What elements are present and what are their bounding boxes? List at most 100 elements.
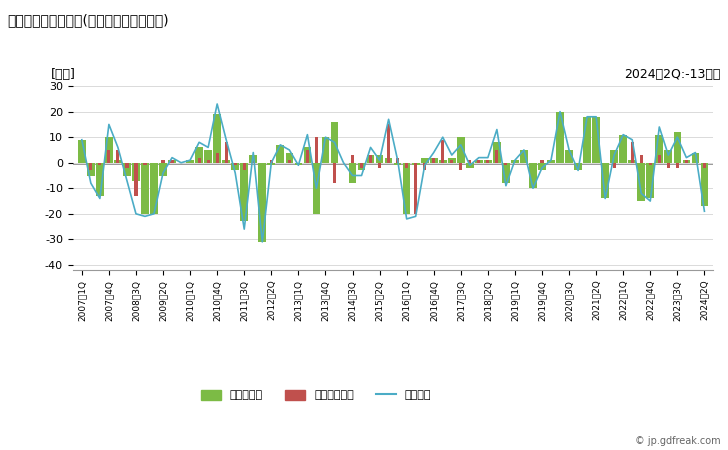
Bar [394,163,401,165]
Bar [450,160,454,163]
Bar [610,150,618,163]
Bar [312,163,320,214]
Bar [333,163,336,183]
残高増減 [628,137,636,143]
Bar [207,160,210,163]
Bar [168,160,176,163]
Bar [378,163,381,168]
Bar [457,137,464,163]
Bar [360,163,363,168]
Text: © jp.gdfreak.com: © jp.gdfreak.com [635,436,721,446]
Bar [222,160,230,163]
Bar [234,163,237,165]
Bar [486,160,489,163]
残高増減 [213,101,221,107]
Bar [403,163,411,214]
Bar [98,163,101,165]
Bar [123,163,131,176]
Bar [116,150,119,163]
Bar [150,163,158,214]
Bar [655,135,663,163]
Bar [114,160,122,163]
Text: 2024年2Q:-13兆円: 2024年2Q:-13兆円 [625,68,721,81]
Bar [441,140,444,163]
Bar [232,163,239,171]
Bar [685,160,688,163]
Bar [369,155,372,163]
Bar [448,158,456,163]
Bar [520,150,528,163]
Bar [630,142,634,163]
Bar [700,163,708,206]
Bar [495,150,499,163]
Bar [252,160,255,163]
残高増減 [357,173,366,178]
Bar [529,163,537,188]
Bar [242,163,246,171]
Bar [538,163,546,171]
Bar [90,163,92,171]
Bar [141,163,149,214]
Bar [314,137,318,163]
Bar [215,153,218,163]
Bar [306,150,309,163]
Line: 残高増減: 残高増減 [82,104,705,242]
Bar [593,117,600,163]
Bar [432,158,435,163]
Bar [304,148,312,163]
Bar [162,160,165,163]
Bar [502,163,510,183]
Bar [78,140,86,163]
Bar [676,163,679,168]
Bar [385,158,392,163]
Bar [367,155,374,163]
Bar [640,155,643,163]
Bar [267,163,275,165]
Bar [170,160,174,163]
Bar [459,163,462,171]
Bar [556,112,564,163]
Bar [125,163,129,168]
Bar [547,160,555,163]
Bar [186,160,194,163]
残高増減 [438,135,447,140]
Bar [376,155,384,163]
Bar [405,163,408,168]
Bar [657,155,661,163]
Bar [349,163,356,183]
Text: 金融負債残高の増減(取引額及び時価変動): 金融負債残高の増減(取引額及び時価変動) [7,14,169,27]
Bar [396,158,399,163]
Bar [468,160,472,163]
Bar [511,160,519,163]
Bar [132,163,140,180]
残高増減 [700,208,709,214]
Bar [105,137,113,163]
Bar [638,163,645,201]
Bar [250,155,257,163]
Bar [351,155,354,163]
Bar [107,150,111,163]
Bar [466,163,474,168]
Bar [270,160,273,163]
Bar [646,163,654,198]
Bar [430,158,438,163]
Text: [兆円]: [兆円] [51,68,76,81]
Bar [213,114,221,163]
Bar [628,160,636,163]
Bar [357,163,365,171]
Bar [703,163,706,168]
Bar [87,163,95,176]
Bar [601,163,609,198]
Bar [225,142,228,163]
残高増減 [258,239,266,245]
Bar [240,163,248,221]
Bar [439,160,446,163]
Bar [665,150,672,163]
Bar [96,163,103,196]
残高増減 [159,170,167,176]
Bar [478,160,480,163]
Bar [205,150,212,163]
Bar [423,163,427,171]
Bar [421,158,429,163]
Bar [277,145,284,163]
